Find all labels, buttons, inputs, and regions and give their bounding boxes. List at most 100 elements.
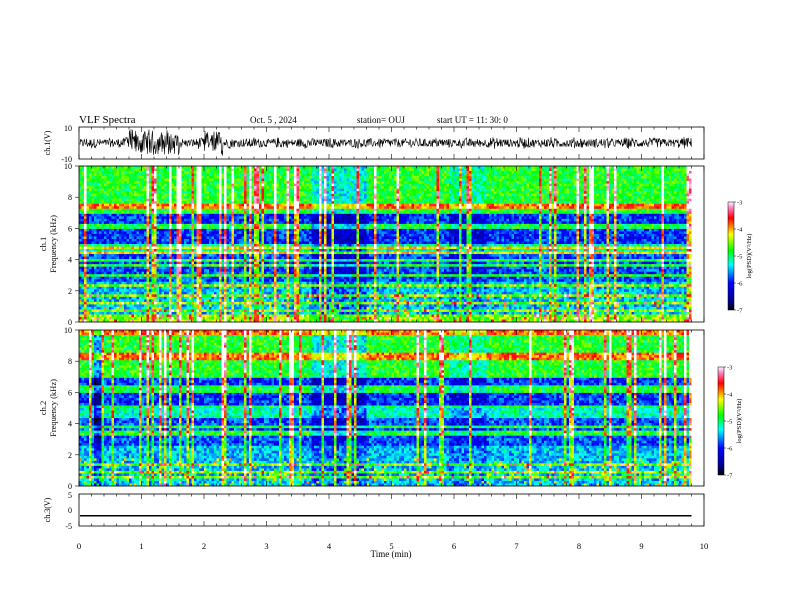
spectrogram-cell [137,264,140,267]
spectrogram-cell [164,221,167,224]
spectrogram-cell [89,297,92,300]
spectrogram-cell [204,277,207,280]
spectrogram-cell [249,254,252,257]
spectrogram-cell [157,257,160,260]
spectrogram-cell [237,244,240,247]
spectrogram-cell [182,314,185,317]
spectrogram-cell [187,219,190,222]
spectrogram-cell [174,262,177,265]
spectrogram-cell [219,312,222,315]
spectrogram-cell [237,302,240,305]
spectrogram-cell [107,279,110,282]
spectrogram-cell [212,216,215,219]
spectrogram-cell [122,282,125,285]
spectrogram-cell [104,307,107,310]
spectrogram-cell [192,312,195,315]
spectrogram-cell [152,176,155,179]
spectrogram-cell [102,262,105,265]
spectrogram-cell [112,267,115,270]
spectrogram-cell [92,204,95,207]
spectrogram-cell [87,297,90,300]
spectrogram-cell [257,236,260,239]
spectrogram-cell [252,179,255,182]
spectrogram-cell [214,211,217,214]
spectrogram-cell [124,239,127,242]
spectrogram-cell [249,292,252,295]
spectrogram-cell [142,247,145,250]
spectrogram-cell [144,191,147,194]
spectrogram-cell [232,307,235,310]
spectrogram-cell [102,176,105,179]
spectrogram-cell [117,257,120,260]
spectrogram-cell [162,169,165,172]
spectrogram-cell [252,304,255,307]
spectrogram-cell [192,226,195,229]
spectrogram-cell [229,226,232,229]
spectrogram-cell [152,201,155,204]
spectrogram-cell [194,186,197,189]
spectrogram-cell [239,219,242,222]
spectrogram-cell [119,171,122,174]
spectrogram-cell [254,171,257,174]
spectrogram-cell [212,224,215,227]
spectrogram-cell [254,314,257,317]
spectrogram-cell [82,307,85,310]
spectrogram-cell [94,179,97,182]
spectrogram-cell [172,224,175,227]
spectrogram-cell [167,171,170,174]
spectrogram-cell [112,206,115,209]
spectrogram-cell [99,189,102,192]
spectrogram-cell [192,307,195,310]
spectrogram-cell [257,252,260,255]
spectrogram-cell [102,216,105,219]
spectrogram-cell [109,231,112,234]
spectrogram-cell [89,189,92,192]
spectrogram-cell [142,259,145,262]
spectrogram-cell [262,294,265,297]
spectrogram-cell [112,174,115,177]
spectrogram-cell [127,297,130,300]
spectrogram-cell [259,252,262,255]
spectrogram-cell [232,309,235,312]
spectrogram-cell [87,299,90,302]
spectrogram-cell [172,201,175,204]
spectrogram-cell [179,206,182,209]
spectrogram-cell [89,312,92,315]
spectrogram-cell [119,221,122,224]
spectrogram-cell [197,236,200,239]
spectrogram-cell [122,236,125,239]
spectrogram-cell [127,211,130,214]
spectrogram-cell [219,264,222,267]
spectrogram-cell [147,171,150,174]
spectrogram-cell [219,274,222,277]
spectrogram-cell [222,229,225,232]
spectrogram-cell [189,176,192,179]
spectrogram-cell [149,186,152,189]
spectrogram-cell [184,224,187,227]
spectrogram-cell [249,307,252,310]
spectrogram-cell [127,282,130,285]
spectrogram-cell [194,171,197,174]
spectrogram-cell [209,224,212,227]
spectrogram-cell [159,241,162,244]
spectrogram-cell [174,287,177,290]
spectrogram-cell [104,176,107,179]
spectrogram-cell [107,219,110,222]
spectrogram-cell [197,191,200,194]
spectrogram-cell [169,219,172,222]
spectrogram-cell [79,194,82,197]
spectrogram-cell [219,176,222,179]
spectrogram-cell [132,254,135,257]
spectrogram-cell [214,279,217,282]
spectrogram-cell [229,196,232,199]
spectrogram-cell [227,309,230,312]
spectrogram-cell [214,264,217,267]
spectrogram-cell [147,289,150,292]
spectrogram-cell [199,264,202,267]
spectrogram-cell [167,274,170,277]
spectrogram-cell [102,309,105,312]
spectrogram-cell [214,252,217,255]
spectrogram-cell [212,277,215,280]
spectrogram-cell [149,176,152,179]
spectrogram-cell [94,312,97,315]
